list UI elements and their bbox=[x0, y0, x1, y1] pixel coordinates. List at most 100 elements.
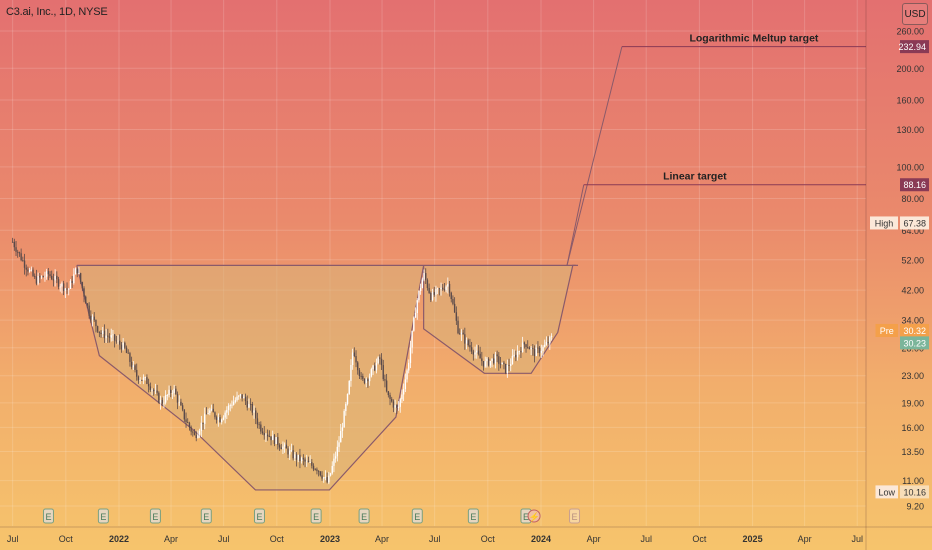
earnings-marker-icon[interactable]: E bbox=[42, 508, 54, 524]
candle-body bbox=[119, 340, 121, 345]
earnings-marker-icon[interactable]: E bbox=[200, 508, 212, 524]
currency-button[interactable]: USD bbox=[902, 3, 928, 25]
price-marker-box bbox=[900, 323, 929, 337]
candle-body bbox=[207, 413, 209, 415]
price-marker[interactable]: 30.23 bbox=[900, 336, 929, 350]
candle-body bbox=[212, 408, 214, 413]
candle-body bbox=[474, 352, 476, 355]
earnings-marker-letter: E bbox=[203, 512, 209, 522]
y-axis[interactable]: 260.00 200.00 160.00 130.00 100.00 80.00 64.00… bbox=[865, 0, 930, 550]
candle-body bbox=[442, 287, 444, 290]
candle-body bbox=[256, 418, 259, 425]
earnings-marker-icon[interactable]: E bbox=[358, 508, 370, 524]
candle-body bbox=[15, 247, 17, 252]
candle-body bbox=[290, 450, 293, 451]
candle-body bbox=[336, 446, 339, 457]
candle-body bbox=[408, 362, 410, 371]
candle-body bbox=[360, 375, 362, 377]
candle-body bbox=[459, 333, 461, 335]
candle-body bbox=[355, 356, 357, 363]
candle-body bbox=[273, 435, 276, 444]
earnings-marker-box bbox=[42, 508, 54, 524]
earnings-marker-icon[interactable]: E bbox=[569, 508, 581, 524]
projection-line-linear bbox=[566, 184, 585, 266]
y-tick-label: 64.00 bbox=[901, 226, 924, 236]
candle-body bbox=[538, 347, 541, 353]
price-marker[interactable]: 10.16 Low bbox=[875, 485, 930, 499]
candle-body bbox=[455, 312, 458, 321]
candle-body bbox=[66, 288, 68, 290]
candle-body bbox=[396, 405, 398, 408]
candle-body bbox=[57, 279, 60, 287]
candle-body bbox=[266, 434, 269, 437]
candle-body bbox=[117, 340, 119, 342]
candle-body bbox=[278, 445, 281, 448]
cup-and-handle-pattern[interactable] bbox=[76, 264, 578, 491]
candle-body bbox=[309, 462, 311, 463]
candle-body bbox=[93, 316, 95, 320]
candle-body bbox=[542, 346, 544, 351]
candle-body bbox=[510, 364, 512, 366]
candle-body bbox=[304, 459, 306, 462]
candle-body bbox=[227, 405, 230, 410]
candle-body bbox=[426, 280, 429, 288]
candle-body bbox=[192, 431, 194, 433]
candle-body bbox=[431, 292, 434, 301]
candle-body bbox=[73, 274, 75, 283]
candle-body bbox=[385, 380, 388, 392]
candle-body bbox=[129, 353, 131, 362]
candle-body bbox=[231, 404, 233, 406]
candle-body bbox=[345, 403, 347, 412]
candle-body bbox=[292, 450, 294, 459]
earnings-marker-box bbox=[97, 508, 109, 524]
candle-body bbox=[540, 350, 543, 353]
price-marker[interactable]: 232.94 bbox=[898, 40, 929, 54]
price-marker-box bbox=[900, 40, 929, 54]
earnings-marker-icon[interactable]: E bbox=[411, 508, 423, 524]
candle-body bbox=[380, 358, 383, 366]
earnings-marker-box bbox=[467, 508, 479, 524]
candle-body bbox=[486, 358, 488, 362]
earnings-marker-icon[interactable]: E bbox=[97, 508, 109, 524]
candle-body bbox=[521, 342, 524, 353]
candle-body bbox=[22, 260, 24, 261]
candle-body bbox=[503, 362, 505, 364]
candle-body bbox=[501, 362, 503, 365]
earnings-marker-icon[interactable]: E bbox=[253, 508, 265, 524]
target-lines[interactable]: Logarithmic Meltup target Linear target bbox=[566, 33, 866, 266]
candle-body bbox=[428, 287, 430, 293]
earnings-marker-icon[interactable]: E bbox=[149, 508, 161, 524]
candle-body bbox=[236, 396, 238, 401]
candle-body bbox=[312, 465, 315, 470]
candle-body bbox=[537, 347, 539, 349]
candle-body bbox=[209, 410, 211, 414]
candle-body bbox=[32, 269, 34, 276]
candle-body bbox=[391, 398, 393, 402]
earnings-marker-icon[interactable]: E bbox=[310, 508, 322, 524]
candle-body bbox=[195, 434, 197, 438]
candle-body bbox=[40, 276, 43, 278]
price-marker-tag: Pre bbox=[880, 326, 894, 336]
y-tick-label: 100.00 bbox=[896, 162, 924, 172]
candle-body bbox=[204, 413, 206, 424]
dividend-lightning-icon[interactable]: ⚡ bbox=[527, 509, 541, 523]
earnings-marker-box bbox=[253, 508, 265, 524]
candle-body bbox=[411, 330, 413, 348]
candle-body bbox=[389, 395, 391, 399]
candle-body bbox=[64, 288, 67, 291]
earnings-marker-icon[interactable]: E bbox=[467, 508, 479, 524]
price-marker[interactable]: 30.32 Pre bbox=[875, 323, 930, 337]
price-marker[interactable]: 67.38 High bbox=[870, 216, 929, 230]
price-marker-tag: High bbox=[875, 218, 894, 228]
x-tick-label: Apr bbox=[375, 534, 389, 544]
candle-body bbox=[164, 395, 167, 403]
earnings-markers[interactable]: E E E E E E E E E E ⚡ E bbox=[42, 508, 581, 524]
candle-body bbox=[392, 401, 395, 408]
candle-body bbox=[56, 275, 58, 280]
candle-body bbox=[137, 376, 140, 381]
candle-body bbox=[102, 330, 104, 335]
candle-body bbox=[324, 477, 327, 478]
price-marker[interactable]: 88.16 bbox=[900, 178, 929, 192]
candle-body bbox=[423, 273, 425, 280]
